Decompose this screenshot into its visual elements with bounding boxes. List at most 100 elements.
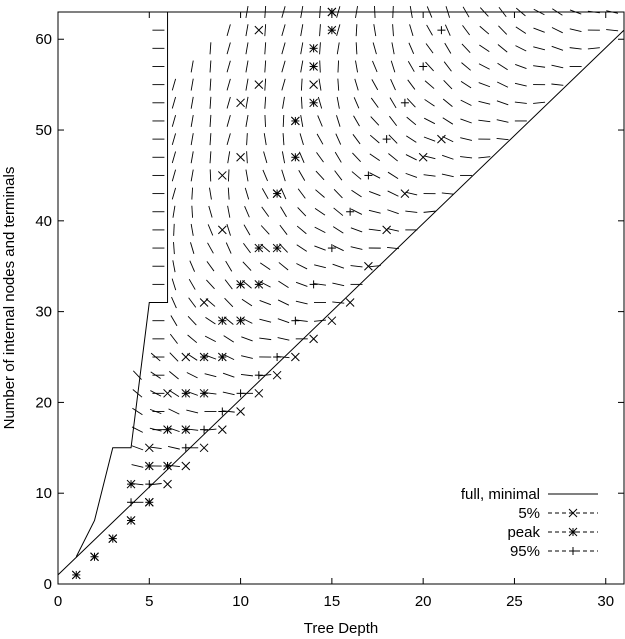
field-arrow	[496, 119, 509, 123]
field-arrow	[227, 205, 231, 218]
field-arrow	[279, 224, 288, 235]
data-point	[437, 134, 446, 144]
field-arrow	[169, 371, 179, 380]
legend-label: 5%	[518, 505, 540, 522]
field-arrow	[171, 96, 177, 109]
field-arrow	[460, 137, 473, 141]
field-arrow	[337, 60, 339, 73]
field-arrow	[245, 42, 249, 55]
data-point	[163, 479, 172, 489]
field-arrow	[533, 65, 546, 68]
data-point	[418, 152, 428, 162]
field-arrow	[204, 373, 217, 378]
field-arrow	[355, 60, 359, 73]
legend-label: 95%	[510, 543, 540, 560]
field-arrow	[352, 152, 361, 162]
field-arrow	[245, 60, 249, 73]
field-arrow	[351, 171, 362, 180]
field-arrow	[368, 228, 381, 232]
field-arrow	[314, 226, 326, 234]
field-arrow	[245, 114, 249, 127]
x-tick-label: 15	[324, 593, 341, 610]
field-arrow	[391, 42, 395, 55]
field-arrow	[369, 134, 380, 144]
field-arrow	[372, 60, 378, 73]
field-arrow	[226, 60, 231, 73]
field-arrow	[405, 191, 418, 196]
field-arrow	[282, 114, 285, 127]
field-arrow	[168, 427, 180, 433]
field-arrow	[224, 279, 233, 290]
field-arrow	[246, 133, 248, 146]
x-tick-label: 0	[54, 593, 62, 610]
field-arrow	[441, 192, 454, 195]
field-arrow	[478, 119, 491, 123]
field-arrow	[171, 187, 177, 200]
field-arrow	[423, 136, 436, 142]
field-arrow	[514, 101, 527, 104]
field-arrow	[299, 133, 304, 145]
field-arrow	[606, 29, 619, 32]
field-arrow	[497, 44, 508, 53]
field-arrow	[315, 170, 325, 181]
field-arrow	[332, 263, 345, 269]
field-arrow	[297, 188, 306, 199]
field-arrow	[313, 283, 327, 286]
field-arrow	[333, 207, 344, 216]
field-arrow	[389, 115, 398, 126]
field-arrow	[226, 115, 231, 127]
field-arrow	[171, 278, 177, 291]
field-arrow	[551, 83, 564, 86]
field-arrow	[373, 24, 377, 37]
data-point	[272, 370, 282, 380]
field-arrow	[190, 114, 194, 127]
field-arrow	[170, 315, 178, 327]
field-arrow	[533, 27, 545, 33]
field-arrow	[335, 133, 342, 145]
legend-marker	[568, 508, 578, 518]
x-tick-label: 30	[597, 593, 614, 610]
field-arrow	[300, 96, 303, 109]
y-tick-label: 20	[35, 394, 52, 411]
field-arrow	[209, 60, 212, 73]
field-arrow	[314, 245, 326, 251]
y-tick-label: 40	[35, 213, 52, 230]
data-point	[217, 171, 227, 180]
field-arrow	[209, 78, 212, 91]
series-3	[127, 26, 446, 507]
field-arrow	[204, 392, 217, 395]
data-point	[364, 261, 373, 271]
x-tick-label: 10	[232, 593, 249, 610]
field-arrow	[261, 206, 270, 217]
field-arrow	[332, 301, 345, 304]
field-arrow	[313, 319, 327, 322]
field-arrow	[281, 24, 286, 37]
field-arrow	[245, 169, 249, 182]
field-arrow	[369, 172, 381, 179]
field-arrow	[317, 115, 323, 127]
field-arrow	[188, 278, 196, 290]
field-arrow	[295, 300, 308, 305]
data-point	[345, 298, 355, 307]
field-arrow	[318, 78, 322, 91]
field-arrow	[246, 151, 248, 164]
field-arrow	[209, 42, 212, 55]
field-arrow	[332, 245, 344, 252]
field-arrow	[222, 391, 235, 396]
field-arrow	[191, 205, 193, 218]
field-arrow	[226, 78, 231, 91]
field-arrow	[264, 114, 266, 127]
field-arrow	[186, 390, 198, 396]
field-arrow	[496, 100, 509, 106]
field-arrow	[209, 133, 212, 146]
field-arrow	[263, 151, 268, 164]
field-arrow	[205, 316, 216, 325]
field-arrow	[350, 246, 363, 250]
field-arrow	[332, 282, 345, 287]
field-arrow	[169, 352, 179, 362]
field-arrow	[280, 187, 287, 200]
data-point	[181, 352, 191, 362]
data-point	[382, 225, 391, 235]
field-arrow	[300, 42, 304, 55]
